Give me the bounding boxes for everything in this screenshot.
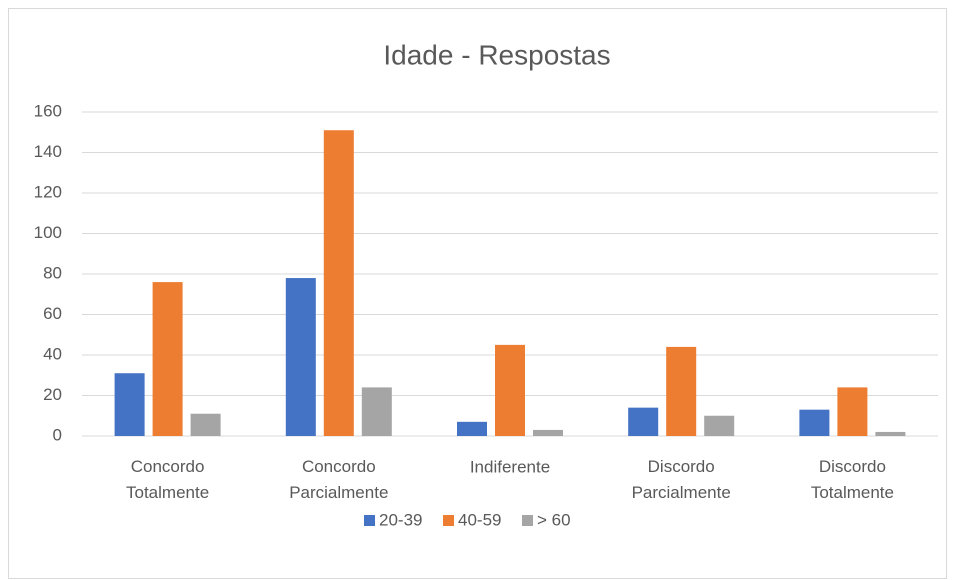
y-tick-label: 160: [34, 101, 62, 120]
legend-swatch: [522, 515, 533, 526]
bar: [495, 344, 525, 436]
bar: [457, 421, 487, 436]
bar: [285, 278, 316, 436]
bar: [190, 413, 221, 436]
bar: [875, 431, 906, 436]
legend-label: 20-39: [379, 510, 422, 529]
bar: [799, 409, 830, 436]
bar: [323, 130, 354, 436]
bar: [628, 407, 659, 436]
bar: [837, 387, 868, 436]
y-tick-label: 140: [34, 142, 62, 161]
y-tick-label: 40: [43, 344, 62, 363]
legend-label: > 60: [537, 510, 571, 529]
bar: [152, 282, 183, 436]
bar: [704, 415, 735, 436]
legend-swatch: [443, 515, 454, 526]
legend-label: 40-59: [458, 510, 501, 529]
bar: [666, 346, 697, 436]
x-tick-label: Discordo Totalmente: [811, 457, 894, 502]
legend-swatch: [364, 515, 375, 526]
y-tick-label: 20: [43, 385, 62, 404]
y-tick-label: 0: [53, 425, 62, 444]
y-tick-label: 60: [43, 304, 62, 323]
bar: [114, 373, 145, 436]
chart-title: Idade - Respostas: [383, 39, 610, 70]
bar: [533, 429, 563, 436]
x-tick-label: Concordo Parcialmente: [289, 457, 388, 502]
x-tick-label: Discordo Parcialmente: [632, 457, 731, 502]
y-tick-label: 80: [43, 263, 62, 282]
x-tick-label: Indiferente: [470, 457, 550, 476]
y-tick-label: 120: [34, 182, 62, 201]
bar: [361, 387, 392, 436]
x-tick-label: Concordo Totalmente: [126, 457, 209, 502]
y-tick-label: 100: [34, 223, 62, 242]
